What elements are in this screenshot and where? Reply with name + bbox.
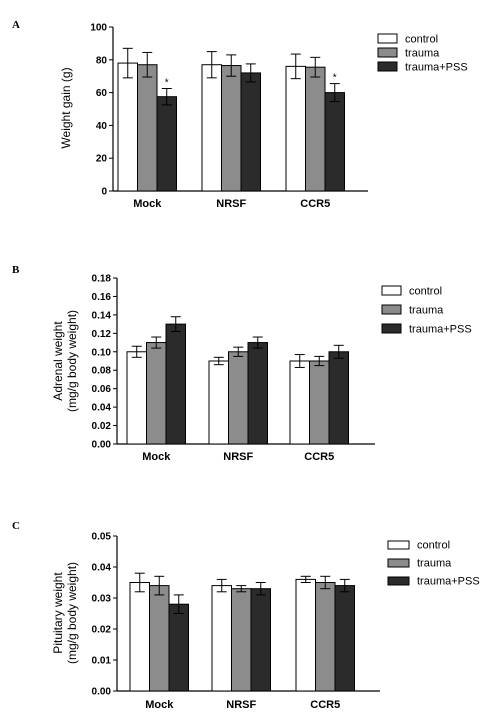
panel-a-bar-nrsf-0 xyxy=(201,64,222,192)
panel-b-bar-ccr5-0 xyxy=(289,360,310,445)
panel-b-category-label: CCR5 xyxy=(304,451,334,463)
panel-c-bar-ccr5-1 xyxy=(315,582,336,692)
panel-a-ytick-label: 20 xyxy=(96,154,108,165)
panel-c-legend-swatch xyxy=(387,558,410,568)
panel-b-ytick-label: 0.10 xyxy=(92,347,112,358)
panel-b-ytick-label: 0.02 xyxy=(92,421,112,432)
panel-c-bar-mock-0 xyxy=(129,582,150,692)
panel-b-ytick-label: 0.08 xyxy=(92,366,112,377)
panel-b-legend-swatch xyxy=(381,285,402,296)
panel-a-bar-mock-1 xyxy=(137,64,158,192)
panel-a-label: A xyxy=(12,19,20,31)
panel-a-significance-mark: * xyxy=(165,78,169,89)
panel-c-category-label: NRSF xyxy=(226,699,256,711)
panel-c-ytick-label: 0.04 xyxy=(92,563,112,574)
panel-b-ytick-label: 0.14 xyxy=(92,310,112,321)
panel-b-legend-label: trauma+PSS xyxy=(409,324,472,336)
panel-c-legend-label: trauma+PSS xyxy=(417,576,480,588)
panel-c-legend-swatch xyxy=(387,540,410,550)
panel-b-ytick-label: 0.18 xyxy=(92,274,112,285)
panel-a-significance-mark: * xyxy=(333,73,337,84)
panel-c-ytick-label: 0.03 xyxy=(92,594,112,605)
panel-a-legend-label: trauma xyxy=(405,48,440,60)
panel-c-bar-nrsf-1 xyxy=(231,588,252,692)
panel-c-bar-mock-1 xyxy=(149,585,170,692)
panel-a-legend-swatch xyxy=(377,61,398,72)
panel-c-legend-label: control xyxy=(417,540,450,552)
panel-b-ytick-label: 0.00 xyxy=(92,440,112,451)
panel-a-bar-ccr5-2 xyxy=(324,92,345,192)
panel-c-bar-ccr5-2 xyxy=(334,585,355,692)
panel-c-y-axis-label-line: Pituitary weight xyxy=(51,572,65,654)
panel-c-legend-swatch xyxy=(387,576,410,586)
panel-a-bar-ccr5-1 xyxy=(305,66,326,192)
panel-a-ytick-label: 60 xyxy=(96,88,108,99)
panel-b-bar-mock-0 xyxy=(126,351,147,445)
panel-c-ytick-label: 0.02 xyxy=(92,625,112,636)
panel-a-bar-mock-0 xyxy=(117,62,138,192)
panel-c-category-label: Mock xyxy=(145,699,174,711)
panel-b-ytick-label: 0.12 xyxy=(92,329,112,340)
panel-a-ytick-label: 80 xyxy=(96,55,108,66)
panel-b-legend-label: trauma xyxy=(409,305,444,317)
panel-c-y-axis-label-line: (mg/g body weight) xyxy=(65,562,79,664)
panel-b-y-axis-label: Adrenal weight(mg/g body weight) xyxy=(51,310,79,412)
panel-b-legend-label: control xyxy=(409,286,442,298)
panel-b-label: B xyxy=(12,264,20,276)
panel-a-ytick-label: 100 xyxy=(90,23,107,34)
panel-b-category-label: NRSF xyxy=(223,451,253,463)
panel-a-y-axis-label: Weight gain (g) xyxy=(59,67,73,148)
panel-c-bar-nrsf-0 xyxy=(211,585,232,692)
panel-b-bar-mock-1 xyxy=(146,342,167,445)
panel-a-category-label: Mock xyxy=(133,198,162,210)
panel-b-bar-nrsf-0 xyxy=(208,360,229,445)
panel-b-bar-ccr5-2 xyxy=(328,351,349,445)
panel-a-ytick-label: 0 xyxy=(101,187,107,198)
panel-c-legend-label: trauma xyxy=(417,558,452,570)
panel-c-category-label: CCR5 xyxy=(310,699,340,711)
panel-c-bar-mock-2 xyxy=(168,603,189,692)
panel-c-label: C xyxy=(12,520,20,532)
panel-b-bar-ccr5-1 xyxy=(309,360,330,445)
panel-a-bar-mock-2 xyxy=(156,96,177,192)
panel-b-y-axis-label-line: Adrenal weight xyxy=(51,321,65,401)
panel-c-ytick-label: 0.01 xyxy=(92,656,112,667)
panel-b-ytick-label: 0.16 xyxy=(92,292,112,303)
panel-b-bar-mock-2 xyxy=(165,323,186,445)
panel-c-bar-nrsf-2 xyxy=(250,588,271,692)
panel-b-category-label: Mock xyxy=(142,451,171,463)
panel-b-bar-nrsf-1 xyxy=(228,351,249,445)
panel-a-bar-ccr5-0 xyxy=(285,65,306,192)
panel-a-category-label: CCR5 xyxy=(300,198,330,210)
panel-c-y-axis-label: Pituitary weight(mg/g body weight) xyxy=(51,562,79,664)
panel-a-y-axis-label-line: Weight gain (g) xyxy=(59,67,73,148)
panel-a-bar-nrsf-2 xyxy=(240,72,261,192)
panel-c-bar-ccr5-0 xyxy=(295,578,316,692)
panel-a-bar-nrsf-1 xyxy=(221,65,242,192)
panel-c-ytick-label: 0.00 xyxy=(92,687,112,698)
panel-a-legend-label: control xyxy=(405,34,438,46)
panel-a-category-label: NRSF xyxy=(216,198,246,210)
panel-a-ytick-label: 40 xyxy=(96,121,108,132)
panel-b-ytick-label: 0.06 xyxy=(92,384,112,395)
panel-a-legend-label: trauma+PSS xyxy=(405,62,468,74)
panel-a-legend-swatch xyxy=(377,47,398,58)
panel-b-legend-swatch xyxy=(381,323,402,334)
panel-b-y-axis-label-line: (mg/g body weight) xyxy=(65,310,79,412)
panel-a-legend-swatch xyxy=(377,33,398,44)
panel-c-ytick-label: 0.05 xyxy=(92,532,112,543)
panel-b-legend-swatch xyxy=(381,304,402,315)
panel-b-ytick-label: 0.04 xyxy=(92,403,112,414)
panel-b-bar-nrsf-2 xyxy=(247,342,268,445)
